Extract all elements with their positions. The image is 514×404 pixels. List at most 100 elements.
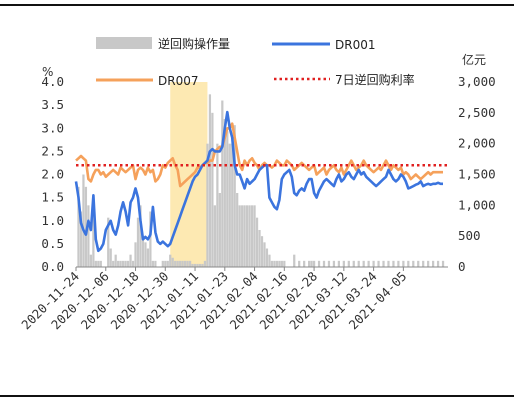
bar [280, 260, 283, 267]
legend-swatch-bars [96, 37, 152, 49]
bar [223, 119, 226, 267]
right-tick-label: 500 [458, 228, 481, 243]
bar [236, 193, 239, 267]
bar [139, 205, 142, 267]
bar [151, 260, 154, 267]
bar [283, 260, 286, 267]
bar [119, 260, 122, 267]
bar [97, 260, 100, 267]
bar [231, 143, 234, 267]
left-axis-ticks: 0.0 0.5 1.0 1.5 2.0 2.5 3.0 3.5 4.0 [41, 74, 64, 274]
bar [347, 260, 350, 267]
line-dr007 [75, 122, 443, 188]
bar [136, 217, 140, 267]
bar [198, 263, 202, 267]
legend-label-policy: 7日逆回购利率 [335, 72, 415, 87]
bar [112, 260, 115, 267]
bar [278, 260, 281, 267]
bar [308, 260, 311, 267]
bar [243, 205, 246, 267]
bar [407, 260, 410, 267]
left-axis-unit: % [42, 65, 53, 79]
left-tick-label: 2.0 [41, 167, 64, 182]
bar [248, 205, 251, 267]
bar [377, 260, 380, 267]
right-tick-label: 1,000 [458, 197, 496, 212]
bar [337, 260, 340, 267]
bar [432, 260, 435, 267]
bar [196, 263, 199, 267]
right-tick-label: 1,500 [458, 167, 496, 182]
bar [216, 143, 219, 267]
left-tick-label: 0.5 [41, 236, 64, 251]
bar [317, 260, 321, 267]
bar [92, 205, 95, 267]
bar [144, 242, 147, 267]
bar [250, 205, 254, 267]
highlight-band [170, 82, 208, 267]
bar [402, 260, 405, 267]
bar [273, 260, 276, 267]
bar [134, 242, 137, 267]
bar [193, 263, 197, 267]
bar [392, 260, 395, 267]
bar [310, 260, 313, 267]
right-axis-unit: 亿元 [462, 52, 486, 67]
bar [176, 260, 179, 267]
bar [357, 260, 360, 267]
bar [253, 205, 256, 267]
bar [146, 248, 150, 267]
bar [275, 260, 278, 267]
bar [124, 260, 127, 267]
left-tick-label: 2.5 [41, 143, 64, 158]
bar [181, 260, 184, 267]
left-tick-label: 1.5 [41, 190, 64, 205]
bar [441, 260, 445, 267]
right-tick-label: 3,000 [458, 74, 496, 89]
bar [265, 248, 269, 267]
bar [171, 257, 174, 267]
bar-series [77, 94, 445, 268]
bar [218, 193, 221, 267]
bar [77, 186, 80, 267]
bar [179, 260, 182, 267]
bottom-rule [0, 395, 514, 397]
bar [117, 260, 120, 267]
left-tick-label: 3.5 [41, 97, 64, 112]
bar [141, 236, 145, 267]
bar [226, 131, 229, 267]
line-series [74, 110, 448, 253]
bar [255, 217, 259, 267]
bar [270, 260, 274, 267]
bar [352, 260, 355, 267]
x-axis-ticks: 2020-11-242020-12-062020-12-182020-12-30… [18, 267, 409, 332]
left-tick-label: 4.0 [41, 74, 64, 89]
bar [268, 254, 271, 267]
bar [186, 260, 189, 267]
bar [211, 112, 214, 267]
legend-label-bars: 逆回购操作量 [158, 36, 230, 51]
bar [87, 205, 90, 267]
bar [342, 260, 345, 267]
bar [184, 260, 187, 267]
left-tick-label: 0.0 [41, 259, 64, 274]
bar [228, 143, 231, 267]
bar [298, 260, 301, 267]
legend-label-dr001: DR001 [335, 38, 375, 52]
bar [372, 260, 375, 267]
bar [188, 260, 192, 267]
bar [327, 260, 331, 267]
bar [109, 248, 112, 267]
bar [122, 260, 125, 267]
bar [82, 174, 85, 267]
bar [246, 205, 249, 267]
bar [387, 260, 390, 267]
bar [417, 260, 420, 267]
bar [201, 263, 204, 267]
right-tick-label: 0 [458, 259, 466, 274]
bar [332, 260, 336, 267]
bar [208, 94, 212, 267]
bar [206, 143, 209, 267]
bar [154, 260, 157, 267]
